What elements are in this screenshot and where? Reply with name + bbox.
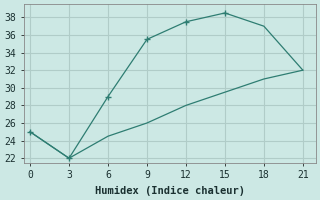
- X-axis label: Humidex (Indice chaleur): Humidex (Indice chaleur): [95, 186, 245, 196]
